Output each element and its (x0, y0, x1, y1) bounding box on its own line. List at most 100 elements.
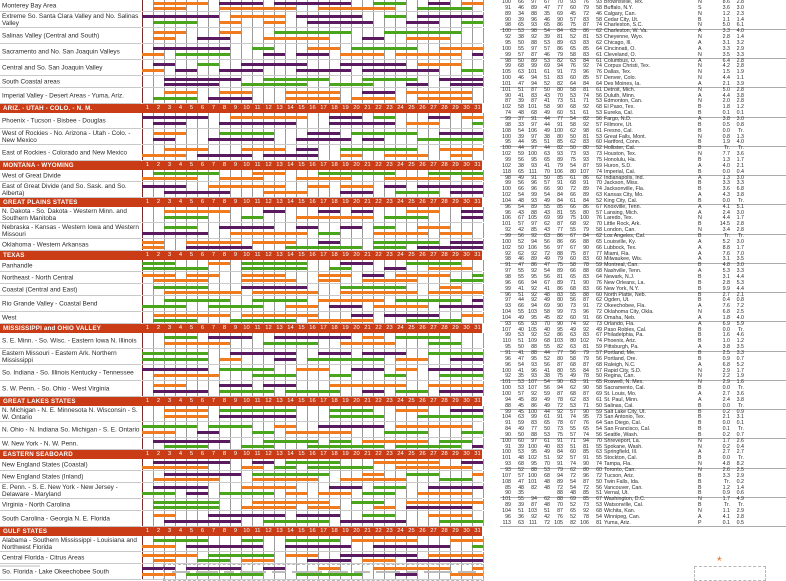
weather-code: B (698, 291, 702, 298)
grid-line (395, 296, 396, 311)
weather-bar (142, 246, 164, 249)
weather-bar (439, 390, 483, 393)
grid-line (428, 536, 429, 551)
day-number: 13 (276, 162, 283, 168)
weather-code: A (698, 513, 702, 520)
day-number: 4 (178, 451, 183, 457)
temperature-cell: 104 (502, 309, 511, 316)
grid-line (351, 284, 352, 295)
temperature-cell: 47 (544, 262, 550, 269)
day-number: 2 (156, 398, 161, 404)
weather-bar (307, 466, 373, 469)
day-number: 5 (189, 528, 194, 534)
temperature-cell: 60 (570, 449, 576, 456)
grid-line (274, 499, 275, 510)
grid-line (351, 312, 352, 323)
region-label: E. Penn. - S. E. New York - New Jersey -… (2, 484, 118, 498)
temperature-cell: 79 (583, 227, 589, 234)
day-number: 4 (178, 252, 183, 258)
grid-line (483, 60, 484, 75)
grid-line (153, 113, 154, 128)
temperature-cell: 53 (544, 467, 550, 473)
day-number: 30 (463, 199, 470, 205)
temperature-cell: 66 (518, 0, 524, 5)
region-label: Virginia - North Carolina (2, 501, 71, 509)
grid-line (230, 239, 231, 250)
temperature-cell: 92 (531, 34, 537, 41)
temperature-cell: 91 (583, 314, 589, 321)
temperature-cell: 63 (570, 379, 576, 386)
weather-bar (406, 262, 461, 265)
grid-line (296, 312, 297, 323)
temperature-cell: 85 (583, 496, 589, 503)
grid-line (307, 459, 308, 470)
table-row: 99 37 91 44 77 54 82 56 Fargo, N.D. A 3.8 3.0 (500, 116, 786, 123)
temperature-cell: 93 (505, 467, 511, 473)
weather-bar (406, 501, 483, 504)
grid-line (461, 312, 462, 323)
grid-line (395, 365, 396, 380)
caption-text-mark (196, 571, 218, 573)
grid-line (263, 170, 264, 181)
grid-line (197, 438, 198, 449)
temperature-cell: 65 (583, 426, 589, 433)
precip-value: 1.7 (722, 496, 730, 503)
temperature-cell: 83 (583, 51, 589, 58)
temperature-cell: 67 (570, 233, 576, 239)
grid-line (252, 438, 253, 449)
grid-line (186, 422, 187, 437)
temperature-cell: 40 (544, 443, 550, 450)
day-number: 28 (441, 325, 448, 331)
weather-code: B (698, 408, 702, 415)
grid-line (241, 272, 242, 283)
normal-precip-value: 3.0 (736, 209, 744, 216)
temperature-cell: 67 (596, 496, 602, 503)
normal-precip-value: 1.7 (736, 244, 744, 251)
table-row: 84 49 77 50 73 55 65 54 San Francisco, Cal. B 0.1 T… (500, 427, 786, 433)
temperature-cell: 102 (502, 104, 511, 111)
temperature-cell: 88 (531, 431, 537, 438)
weather-bar (340, 53, 384, 56)
row-divider (0, 11, 141, 12)
temperature-cell: 76 (583, 0, 589, 5)
temperature-cell: 76 (596, 69, 602, 76)
grid-line (461, 182, 462, 197)
temperature-cell: 50 (596, 478, 602, 485)
weather-code: B (698, 180, 702, 187)
day-number: 19 (342, 398, 349, 404)
temperature-cell: 69 (544, 63, 550, 70)
day-number: 6 (200, 451, 205, 457)
grid-line (219, 145, 220, 160)
grid-line (252, 459, 253, 470)
grid-line (406, 296, 407, 311)
grid-line (208, 76, 209, 87)
day-number: 10 (243, 199, 250, 205)
grid-line (472, 422, 473, 437)
grid-line (417, 312, 418, 323)
region-label: West of Great Divide (2, 172, 61, 180)
weather-code: N (698, 309, 702, 316)
grid-line (417, 296, 418, 311)
temperature-cell: 100 (502, 238, 511, 245)
temperature-cell: 110 (502, 338, 511, 345)
grid-line (296, 113, 297, 128)
temperature-cell: 54 (570, 484, 576, 491)
temperature-cell: 101 (502, 221, 511, 228)
weather-bar (307, 445, 384, 448)
grid-line (461, 422, 462, 437)
grid-line (417, 223, 418, 238)
grid-line (439, 312, 440, 323)
table-row: 99 56 96 57 91 68 91 70 Jackson, Miss. B 3.3 3.3 (500, 181, 786, 187)
day-number: 8 (222, 398, 227, 404)
temperature-cell: 84 (557, 197, 563, 204)
region-row: Imperial Valley - Desert Areas - Yuma, A… (0, 88, 484, 104)
grid-line (285, 499, 286, 510)
day-number: 1 (145, 398, 150, 404)
temperature-cell: 53 (596, 133, 602, 140)
grid-line (263, 0, 264, 11)
row-divider (0, 364, 141, 365)
weather-bar (219, 7, 296, 10)
grid-line (241, 260, 242, 271)
temperature-cell: 82 (570, 519, 576, 526)
day-number: 18 (331, 162, 338, 168)
